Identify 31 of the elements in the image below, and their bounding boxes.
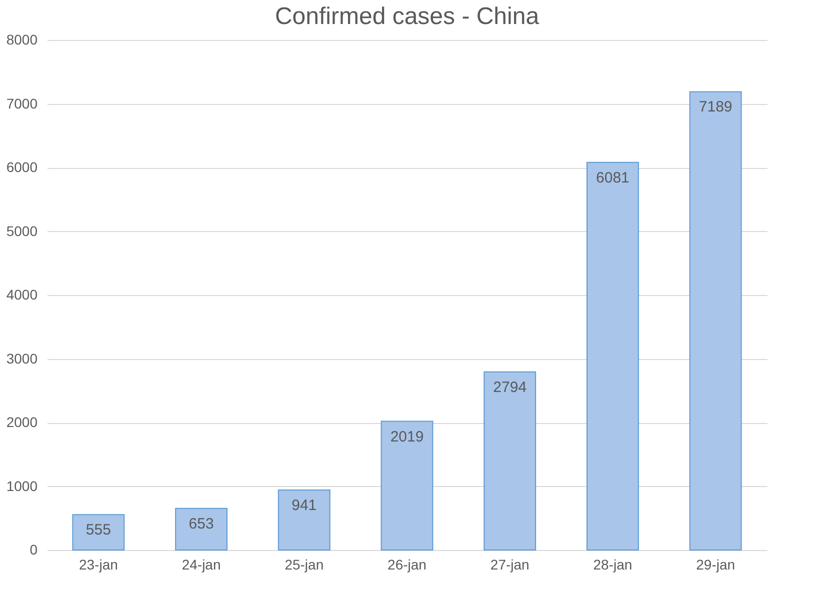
x-tick-label: 28-jan bbox=[593, 556, 632, 572]
data-label: 6081 bbox=[596, 169, 630, 186]
chart-title: Confirmed cases - China bbox=[274, 3, 540, 30]
bar bbox=[586, 162, 639, 550]
y-tick-label: 0 bbox=[30, 542, 38, 558]
bar bbox=[72, 514, 125, 550]
y-tick-label: 1000 bbox=[6, 478, 38, 494]
bar bbox=[689, 91, 742, 550]
x-tick-label: 25-jan bbox=[284, 556, 324, 572]
data-label: 2019 bbox=[390, 428, 424, 446]
bar bbox=[484, 371, 536, 550]
y-tick-label: 8000 bbox=[6, 32, 38, 48]
data-label: 941 bbox=[292, 497, 317, 514]
x-tick-label: 24-jan bbox=[182, 556, 221, 572]
x-tick-label: 23-jan bbox=[78, 556, 118, 572]
bar bbox=[175, 508, 228, 550]
x-tick-label: 29-jan bbox=[696, 556, 736, 572]
y-tick-label: 7000 bbox=[6, 95, 38, 112]
bar bbox=[278, 490, 330, 550]
data-label: 2794 bbox=[493, 378, 527, 396]
x-tick-label: 26-jan bbox=[388, 556, 426, 572]
y-tick-label: 6000 bbox=[6, 159, 38, 175]
y-tick-label: 3000 bbox=[6, 350, 38, 366]
bar bbox=[380, 420, 434, 550]
data-label: 653 bbox=[188, 515, 214, 532]
x-tick-label: 27-jan bbox=[490, 556, 530, 572]
data-label: 7189 bbox=[698, 98, 732, 116]
y-tick-label: 2000 bbox=[6, 414, 38, 430]
y-tick-label: 4000 bbox=[6, 286, 38, 302]
data-label: 555 bbox=[86, 522, 111, 539]
y-tick-label: 5000 bbox=[6, 222, 38, 239]
